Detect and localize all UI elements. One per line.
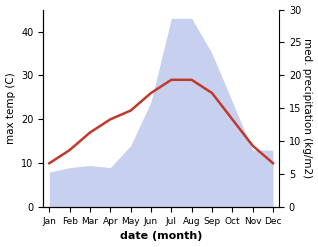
X-axis label: date (month): date (month) xyxy=(120,231,202,242)
Y-axis label: med. precipitation (kg/m2): med. precipitation (kg/m2) xyxy=(302,38,313,178)
Y-axis label: max temp (C): max temp (C) xyxy=(5,72,16,144)
